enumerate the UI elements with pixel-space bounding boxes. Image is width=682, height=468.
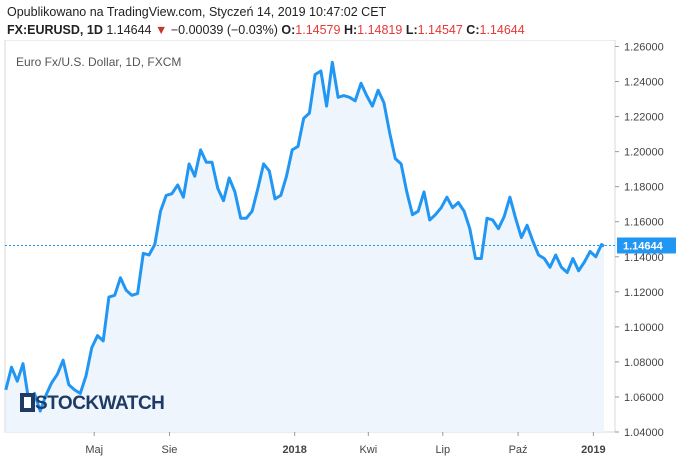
x-tick-label: 2019 [581, 444, 605, 456]
stockwatch-logo: STOCKWATCH [20, 393, 165, 414]
y-tick-label: 1.18000 [624, 182, 664, 194]
x-tick-label: Kwi [359, 444, 377, 456]
quote-line: FX:EURUSD, 1D 1.14644 ▼ −0.00039 (−0.03%… [7, 23, 525, 37]
symbol-label: FX:EURUSD, 1D [7, 23, 103, 37]
y-tick-label: 1.26000 [624, 42, 664, 54]
open-value: 1.14579 [295, 23, 341, 37]
last-price-tag-text: 1.14644 [623, 240, 664, 252]
price-change: −0.00039 (−0.03%) [170, 23, 278, 37]
y-axis: 1.04000 1.06000 1.08000 1.10000 1.12000 1.140… [615, 42, 664, 439]
close-label: C: [466, 23, 480, 37]
published-line: Opublikowano na TradingView.com, Styczeń… [7, 5, 386, 19]
y-tick-label: 1.24000 [624, 77, 664, 89]
y-tick-label: 1.10000 [624, 322, 664, 334]
y-tick-label: 1.04000 [624, 427, 664, 439]
low-label: L: [405, 23, 418, 37]
chart-header: Opublikowano na TradingView.com, Styczeń… [0, 0, 682, 40]
last-price-tag: 1.14644 [617, 237, 676, 254]
y-tick-label: 1.22000 [624, 112, 664, 124]
y-tick-label: 1.08000 [624, 357, 664, 369]
x-tick-label: Sie [162, 444, 178, 456]
watermark-text: STOCKWATCH [35, 393, 164, 414]
low-value: 1.14547 [417, 23, 463, 37]
logo-icon-inner [24, 397, 31, 408]
y-tick-label: 1.16000 [624, 217, 664, 229]
x-axis: Maj Sie 2018 Kwi Lip Paź 2019 [85, 432, 606, 456]
y-tick-label: 1.06000 [624, 392, 664, 404]
x-tick-label: Lip [435, 444, 450, 456]
published-text: Opublikowano na TradingView.com, Styczeń… [7, 5, 387, 19]
last-price-tag-bg [617, 237, 676, 254]
price-series-line [4, 60, 605, 413]
y-tick-label: 1.20000 [624, 147, 664, 159]
y-tick-label: 1.12000 [624, 287, 664, 299]
y-tick-label: 1.14000 [624, 252, 664, 264]
change-down-icon: ▼ [155, 23, 168, 37]
area-fill [5, 62, 605, 433]
last-price: 1.14644 [106, 23, 152, 37]
high-label: H: [343, 23, 358, 37]
high-value: 1.14819 [357, 23, 403, 37]
chart-title: Euro Fx/U.S. Dollar, 1D, FXCM [16, 55, 181, 69]
close-value: 1.14644 [479, 23, 525, 37]
x-tick-label: Maj [85, 444, 103, 456]
x-tick-label: 2018 [282, 444, 306, 456]
price-chart[interactable]: Euro Fx/U.S. Dollar, 1D, FXCM 1.040001.0… [0, 40, 682, 468]
x-tick-label: Paź [509, 444, 528, 456]
open-label: O: [281, 23, 296, 37]
